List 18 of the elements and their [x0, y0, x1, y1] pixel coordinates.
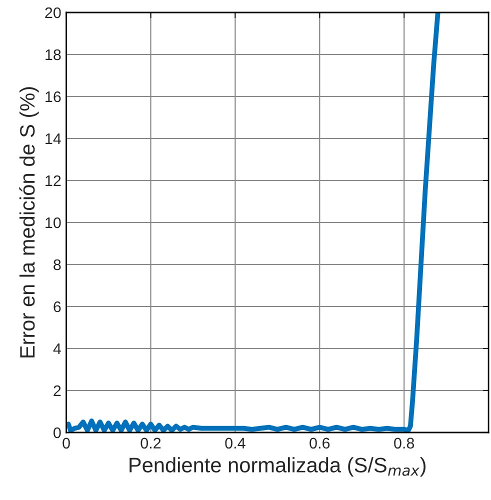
y-tick-label: 6 [54, 301, 61, 312]
x-axis-title: Pendiente normalizada (S/S$_{max}$) [130, 457, 426, 477]
y-tick-label: 20 [45, 7, 61, 18]
x-tick-label: 0.2 [140, 438, 161, 449]
y-tick-label: 4 [53, 344, 61, 354]
x-tick-label: 0.6 [310, 438, 330, 449]
y-tick-label: 10 [46, 217, 61, 228]
y-tick-label: 0 [54, 427, 61, 438]
y-tick-label: 16 [46, 91, 61, 102]
y-tick-label: 12 [46, 175, 61, 186]
x-tick-label: 0 [62, 438, 70, 449]
y-axis-title: Error en la medición de S (%) [19, 87, 39, 358]
y-tick-label: 8 [54, 259, 61, 270]
x-tick-label: 0.4 [225, 438, 246, 449]
y-tick-label: 14 [46, 134, 61, 144]
y-tick-label: 2 [54, 385, 61, 396]
x-tick-label: 0.8 [394, 438, 414, 449]
y-tick-label: 18 [46, 49, 61, 60]
